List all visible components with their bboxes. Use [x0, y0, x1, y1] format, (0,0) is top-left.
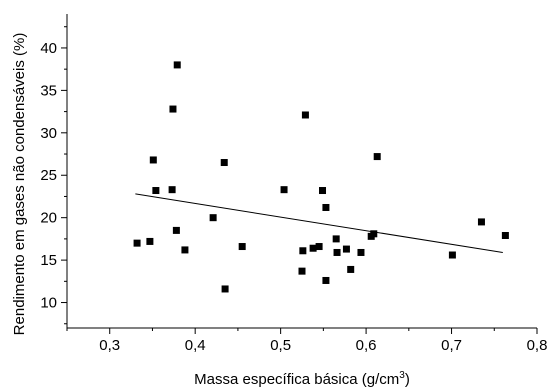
data-point: [172, 226, 180, 234]
data-point: [301, 111, 309, 119]
x-tick-label: 0,5: [270, 337, 291, 354]
data-point: [209, 214, 217, 222]
x-axis-title-suffix: ): [405, 371, 410, 388]
y-axis-title: Rendimento em gases não condensáveis (%): [11, 33, 28, 336]
data-point: [149, 156, 157, 164]
x-tick-label: 0,4: [185, 337, 206, 354]
data-point: [221, 285, 229, 293]
data-point: [477, 218, 485, 226]
data-point: [448, 251, 456, 259]
x-axis-title-text: Massa específica básica (g/cm: [194, 371, 399, 388]
data-point: [315, 243, 323, 251]
data-point: [133, 239, 141, 247]
y-tick-label: 10: [40, 295, 57, 312]
y-tick-label: 15: [40, 252, 57, 269]
data-point: [373, 153, 381, 161]
data-point: [501, 231, 509, 239]
y-tick-label: 20: [40, 210, 57, 227]
data-point: [319, 187, 327, 195]
y-axis-ticks: 10 15 20 25 30 35 40: [40, 26, 67, 325]
data-point: [347, 265, 355, 273]
data-point: [298, 267, 306, 275]
data-point: [309, 244, 317, 252]
data-point: [357, 248, 365, 256]
data-point: [342, 245, 350, 253]
x-tick-label: 0,6: [356, 337, 377, 354]
data-point: [332, 235, 340, 243]
x-tick-label: 0,3: [99, 337, 120, 354]
data-point: [299, 247, 307, 255]
data-point: [333, 248, 341, 256]
data-point: [168, 186, 176, 194]
data-points: [133, 61, 509, 293]
data-point: [370, 230, 378, 238]
x-axis-ticks: 0,3 0,4 0,5 0,6 0,7 0,8: [66, 328, 547, 354]
data-point: [152, 187, 160, 195]
data-point: [146, 237, 154, 245]
trend-line: [135, 193, 503, 253]
data-point: [322, 203, 330, 211]
x-tick-label: 0,8: [527, 337, 547, 354]
x-axis-title: Massa específica básica (g/cm3): [194, 370, 410, 388]
y-tick-label: 40: [40, 40, 57, 57]
y-tick-label: 30: [40, 125, 57, 142]
data-point: [238, 243, 246, 251]
data-point: [220, 159, 228, 167]
plot-frame: [66, 14, 537, 329]
data-point: [322, 276, 330, 284]
data-point: [173, 61, 181, 69]
x-tick-label: 0,7: [441, 337, 462, 354]
y-tick-label: 35: [40, 82, 57, 99]
data-point: [181, 246, 189, 254]
y-tick-label: 25: [40, 167, 57, 184]
x-axis-title-superscript: 3: [399, 370, 405, 381]
data-point: [280, 186, 288, 194]
data-point: [169, 105, 177, 113]
